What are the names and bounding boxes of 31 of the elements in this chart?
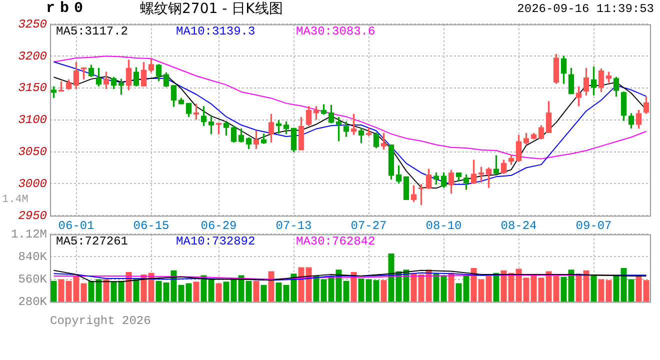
text: MA30:762842: [296, 234, 376, 248]
x-tick-label: 07-27: [350, 218, 387, 233]
text: Copyright 2026: [50, 314, 151, 328]
x-tick-label: 08-24: [500, 218, 537, 233]
x-tick-label: 06-01: [58, 218, 94, 233]
x-tick-label: 06-29: [200, 218, 237, 233]
text: MA10:3139.3: [176, 24, 256, 38]
y-tick-label: 3000: [18, 176, 47, 191]
y-tick-label: 840K: [18, 250, 48, 264]
text: rb0: [46, 0, 88, 17]
text: 1.4M: [2, 194, 28, 206]
text: MA5:3117.2: [56, 24, 128, 38]
y-tick-label: 3100: [18, 113, 47, 128]
y-tick-label: 3050: [18, 144, 47, 159]
y-tick-label: 1.12M: [10, 227, 47, 242]
chart-title: 螺纹钢2701 - 日K线图: [140, 0, 283, 18]
y-tick-label: 3250: [18, 17, 47, 32]
x-tick-label: 06-15: [133, 218, 170, 233]
x-tick-label: 09-07: [576, 218, 612, 233]
text: MA30:3083.6: [296, 24, 376, 38]
y-tick-label: 2950: [18, 208, 47, 223]
y-tick-label: 3150: [18, 81, 47, 96]
x-tick-label: 07-13: [276, 218, 312, 233]
series-label: MA5:727261: [56, 234, 128, 248]
text: 2026-09-16 11:39:53: [517, 2, 654, 16]
y-tick-label: 280K: [18, 294, 48, 309]
candlestick: [403, 176, 410, 200]
x-tick-label: 08-10: [426, 218, 462, 233]
text: MA10:732892: [176, 234, 256, 248]
y-tick-label: 560K: [18, 272, 48, 286]
y-tick-label: 3200: [18, 49, 47, 64]
